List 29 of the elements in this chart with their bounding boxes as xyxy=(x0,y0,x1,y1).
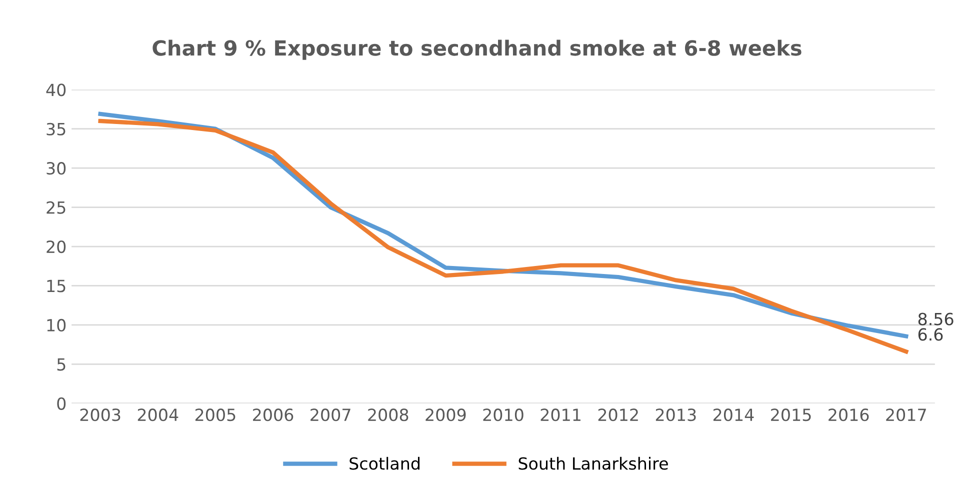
x-tick-label: 2017 xyxy=(886,408,926,422)
y-tick-label: 0 xyxy=(57,397,66,410)
x-tick-label: 2010 xyxy=(483,408,524,422)
y-tick-label: 15 xyxy=(47,280,66,292)
y-tick-label: 30 xyxy=(46,162,66,175)
x-tick-label: 2004 xyxy=(138,408,178,422)
y-tick-label: 25 xyxy=(46,201,66,214)
legend-label: South Lanarkshire xyxy=(518,456,668,470)
legend-label: Scotland xyxy=(350,456,420,470)
y-tick-label: 20 xyxy=(46,240,66,254)
data-label: 8.56 xyxy=(918,312,954,326)
x-tick-label: 2006 xyxy=(253,408,294,422)
x-tick-label: 2003 xyxy=(80,408,120,422)
x-tick-label: 2005 xyxy=(195,408,236,422)
y-tick-label: 5 xyxy=(57,358,66,371)
x-tick-label: 2012 xyxy=(598,408,638,422)
y-tick-label: 10 xyxy=(47,318,66,332)
x-tick-label: 2008 xyxy=(368,408,408,422)
x-tick-label: 2015 xyxy=(771,408,811,422)
y-tick-label: 40 xyxy=(46,84,66,96)
x-tick-label: 2007 xyxy=(310,408,350,422)
x-tick-label: 2009 xyxy=(426,408,466,422)
data-label: 6.6 xyxy=(918,328,943,341)
x-tick-label: 2013 xyxy=(656,408,696,422)
x-tick-label: 2011 xyxy=(540,408,580,422)
chart-title: Chart 9 % Exposure to secondhand smoke at 6-8 weeks xyxy=(152,40,802,60)
x-tick-label: 2014 xyxy=(713,408,754,422)
y-tick-label: 35 xyxy=(46,122,66,136)
x-tick-label: 2016 xyxy=(828,408,869,422)
